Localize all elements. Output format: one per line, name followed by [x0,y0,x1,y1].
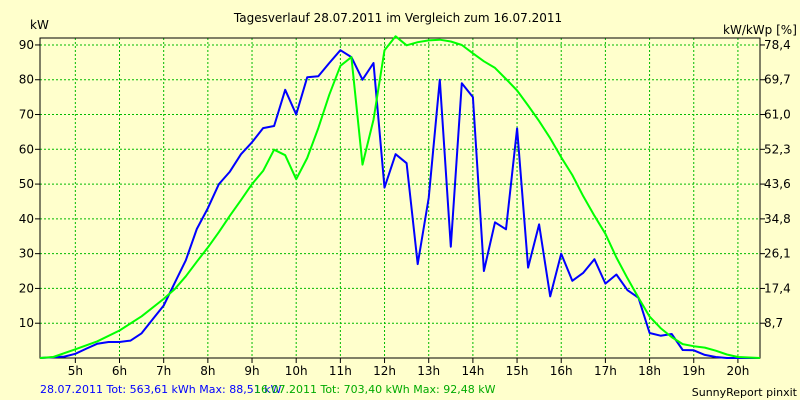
y-tick-label-left: 20 [19,281,34,295]
x-tick-label: 9h [244,364,259,378]
y-tick-label-right: 61,0 [764,108,791,122]
x-tick-label: 12h [373,364,396,378]
x-tick-label: 14h [461,364,484,378]
footer-credit: SunnyReport pinxit [692,386,798,399]
y-tick-label-right: 17,4 [764,281,791,295]
y-tick-label-right: 43,6 [764,177,791,191]
y-tick-label-right: 78,4 [764,38,791,52]
x-tick-label: 19h [682,364,705,378]
y-axis-label-left: kW [30,18,49,32]
y-tick-label-left: 60 [19,142,34,156]
tick-labels: 5h 6h 7h 8h 9h 10h 11h 12h 13h 14h 15h 16h 17h 18h 19h… [19,38,791,378]
x-tick-label: 15h [506,364,529,378]
y-tick-label-left: 80 [19,73,34,87]
legend: 28.07.2011 Tot: 563,61 kWh Max: 88,51 kW… [40,383,496,396]
series-group [39,35,761,359]
x-tick-label: 11h [329,364,352,378]
x-tick-label: 13h [417,364,440,378]
legend-entry-1: 28.07.2011 Tot: 563,61 kWh Max: 88,51 kW [40,383,282,396]
y-tick-label-right: 52,3 [764,142,791,156]
y-tick-label-right: 8,7 [764,316,783,330]
x-tick-label: 16h [550,364,573,378]
y-tick-label-left: 30 [19,247,34,261]
x-tick-label: 17h [594,364,617,378]
x-tick-label: 6h [112,364,127,378]
legend-entry-2: 16.07.2011 Tot: 703,40 kWh Max: 92,48 kW [254,383,496,396]
x-tick-label: 20h [726,364,749,378]
x-tick-label: 5h [68,364,83,378]
y-tick-label-left: 40 [19,212,34,226]
y-tick-label-left: 10 [19,316,34,330]
y-tick-label-right: 69,7 [764,73,791,87]
grid [40,38,760,358]
y-tick-label-left: 90 [19,38,34,52]
x-tick-label: 8h [200,364,215,378]
chart-title: Tagesverlauf 28.07.2011 im Vergleich zum… [233,11,562,25]
y-tick-label-left: 70 [19,108,34,122]
series-line-2 [39,35,761,359]
y-tick-label-right: 34,8 [764,212,791,226]
x-tick-label: 18h [638,364,661,378]
x-tick-label: 10h [285,364,308,378]
y-tick-label-right: 26,1 [764,247,791,261]
plot-frame [39,37,761,359]
x-tick-label: 7h [156,364,171,378]
y-tick-label-left: 50 [19,177,34,191]
y-axis-label-right: kW/kWp [%] [723,23,797,37]
